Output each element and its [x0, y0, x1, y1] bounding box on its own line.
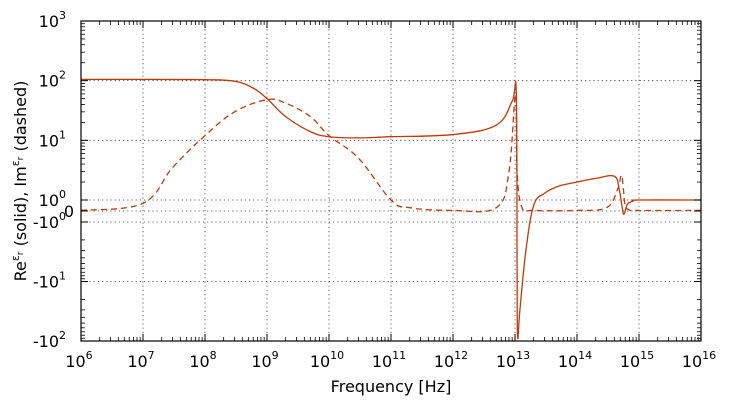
series-layer	[80, 78, 702, 340]
y-tick-label: 100	[39, 188, 66, 210]
x-axis-label: Frequency [Hz]	[331, 377, 452, 396]
y-tick-label: -100	[33, 210, 66, 232]
x-tick-label: 108	[189, 349, 216, 371]
x-tick-label: 1014	[558, 349, 592, 371]
y-tick-label: 102	[39, 69, 66, 91]
y-tick-label: 103	[39, 9, 66, 31]
x-tick-label: 1010	[310, 349, 344, 371]
grid-lines	[80, 20, 702, 342]
y-tick-label: -101	[33, 270, 66, 292]
x-tick-labels: 106 107 108 109 1010 1011 1012 1013 1014 1015 1016	[65, 349, 716, 371]
x-tick-label: 109	[251, 349, 278, 371]
x-tick-label: 1015	[620, 349, 654, 371]
x-tick-label: 1012	[434, 349, 468, 371]
x-tick-label: 106	[65, 349, 92, 371]
y-tick-label: 101	[39, 128, 66, 150]
y-tick-label: -102	[33, 329, 66, 351]
series-real-solid	[80, 78, 702, 340]
y-axis-label: Reεr (solid), Imεr (dashed)	[9, 81, 30, 282]
x-tick-label: 1016	[682, 349, 716, 371]
x-tick-label: 1011	[372, 349, 406, 371]
y-axis-label-end: (dashed)	[11, 81, 30, 157]
y-axis-label-re: Re	[11, 261, 30, 281]
x-tick-label: 107	[127, 349, 154, 371]
y-axis-label-sub-2: r	[16, 156, 26, 160]
x-tick-label: 1013	[496, 349, 530, 371]
y-axis-label-sub: r	[16, 251, 26, 255]
series-imaginary-dashed	[80, 93, 702, 213]
y-axis-label-eps-2: ε	[9, 160, 22, 166]
axis-ticks	[80, 20, 702, 342]
y-axis-label-mid: (solid), Im	[11, 166, 30, 251]
y-axis-label-eps: ε	[9, 255, 22, 261]
y-tick-label: 0	[64, 202, 74, 221]
